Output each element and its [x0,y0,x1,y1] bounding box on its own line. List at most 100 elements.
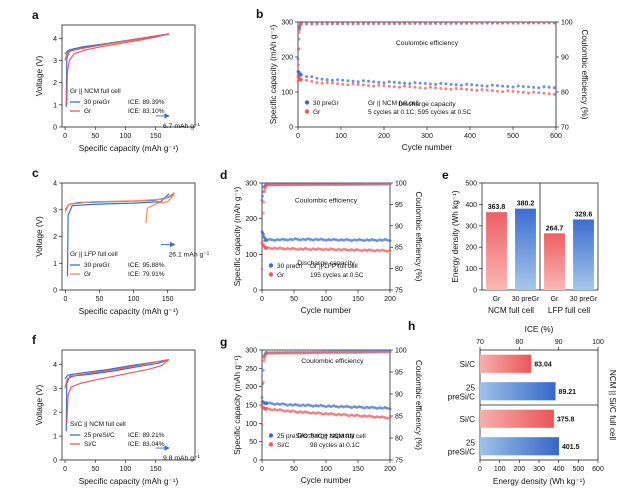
panel-g-ce-point [329,351,333,355]
panel-g-capacity-point [375,415,379,419]
c-xtick-label: 0 [63,296,67,303]
e-ytick-label: 400 [465,202,477,209]
b-ytick-label: 300 [281,20,293,27]
panel-g-capacity-point [324,412,328,415]
panel-b-capacity-point [320,77,324,81]
b-y2tick-label: 80 [561,90,569,97]
panel-d-capacity-point [298,238,302,242]
panel-g-capacity-point [342,412,346,416]
panel-b-ylabel: Specific capacity (mAh g⁻¹) [269,25,278,125]
h-x2tick-label: 80 [515,339,523,346]
panel-b-capacity-point [418,81,422,85]
a-ytick-label: 3 [53,58,57,65]
panel-g-capacity-point [329,412,333,415]
panel-b-capacity-point [506,89,510,93]
panel-b-ce-point [341,22,345,26]
panel-g-capacity-point [345,404,348,408]
f-xtick-label: 50 [91,466,99,473]
panel-b-capacity-point [547,92,551,96]
panel-h-bar-value: 375.8 [557,416,575,423]
panel-g-capacity-point [355,405,359,409]
panel-b-legend-note: 5 cycles at 0.1C; 595 cycles at 0.5C [368,109,472,116]
panel-g-capacity-point [268,407,272,411]
panel-b-ce-point [475,21,479,25]
panel-b-ce-point [377,22,381,26]
panel-g-capacity-point [283,409,287,413]
e-ytick-label: 300 [465,223,477,230]
panel-d-ce-point [316,183,320,187]
panel-g-ce-point [370,350,374,354]
panel-g-ce-point [260,423,264,427]
panel-d-ce-point [265,183,269,187]
panel-d-capacity-point [342,247,346,251]
panel-h-category-label: Si/C [460,360,476,369]
panel-b-capacity-point [552,92,556,96]
g-xtick-label: 50 [290,466,298,473]
panel-b-capacity-point [367,79,370,83]
panel-d-capacity-point [306,237,310,241]
panel-b-ce-point [361,22,365,26]
panel-h-side-label: NCM || Si/C full cell [608,370,617,440]
panel-b-capacity-point [480,84,484,88]
panel-d-ce-point [288,183,292,187]
panel-d-capacity-point [347,248,351,252]
panel-g-capacity-point [360,405,364,409]
f-ytick-label: 4 [53,362,57,369]
panel-g-ce-point [286,351,290,355]
g-y2tick-label: 75 [395,458,403,465]
panel-d-capacity-point [283,247,287,251]
panel-d-ce-point [347,183,351,187]
panel-c-legend-ice: ICE: 79.91% [128,271,165,278]
panel-g-ce-point [281,351,284,355]
panel-g-ce-point [368,350,371,354]
panel-c-legend-ice: ICE: 95.88% [128,262,165,269]
panel-d-ce-point [298,183,302,187]
panel-g-capacity-point [365,415,369,418]
panel-g-capacity-point [319,403,323,407]
f-xtick-label: 150 [150,466,162,473]
panel-d-ce-point [291,183,295,187]
panel-g-capacity-point [265,402,269,406]
c-xtick-label: 150 [162,296,174,303]
panel-b-capacity-point [351,79,355,83]
panel-g-ce-point [261,380,265,384]
panel-g-capacity-point [380,406,384,410]
panel-g-legend-note: 98 cycles at 0.1C [310,442,360,449]
panel-f-ylabel: Voltage (V) [35,384,44,425]
panel-d-ce-point [385,182,389,186]
panel-c-ylabel: Voltage (V) [35,216,44,257]
panel-d-ce-point [304,183,307,187]
panel-b-xlabel: Cycle number [402,143,453,152]
panel-d-ce-point [332,183,336,187]
panel-b-capacity-point [516,84,520,88]
panel-d-capacity-point [283,238,287,242]
panel-h-category-label: Si/C [460,415,476,424]
panel-b-ce-point [387,22,391,26]
panel-label-a: a [32,8,39,22]
panel-b-ce-point [537,21,541,25]
panel-b-capacity-point [439,86,443,90]
g-y2tick-label: 95 [395,370,403,377]
panel-c-legend-title: Gr || LFP full cell [70,251,118,258]
panel-g-capacity-point [281,402,284,406]
panel-g-ce-point [375,350,379,354]
panel-b-capacity-point [516,90,520,94]
panel-g-capacity-point [286,409,290,413]
panel-g-capacity-point [352,414,356,418]
panel-g-ce-point [327,351,331,355]
panel-c-gap-label: 26.1 mAh g⁻¹ [169,252,210,259]
panel-d-capacity-point [327,238,331,241]
panel-b-capacity-point [305,75,309,79]
panel-g-capacity-point [375,406,379,410]
panel-d-ce-point [283,183,287,187]
panel-b-capacity-point [372,84,376,88]
panel-b-capacity-point [382,84,386,88]
panel-d-capacity-point [301,237,305,241]
panel-g-ce-point [319,351,323,355]
panel-label-g: g [220,335,227,349]
panel-b-capacity-point [444,87,448,91]
panel-g-capacity-point [278,408,282,412]
panel-g-capacity-point [329,405,333,409]
panel-d-capacity-point [275,238,279,241]
panel-g-capacity-point [288,403,292,406]
